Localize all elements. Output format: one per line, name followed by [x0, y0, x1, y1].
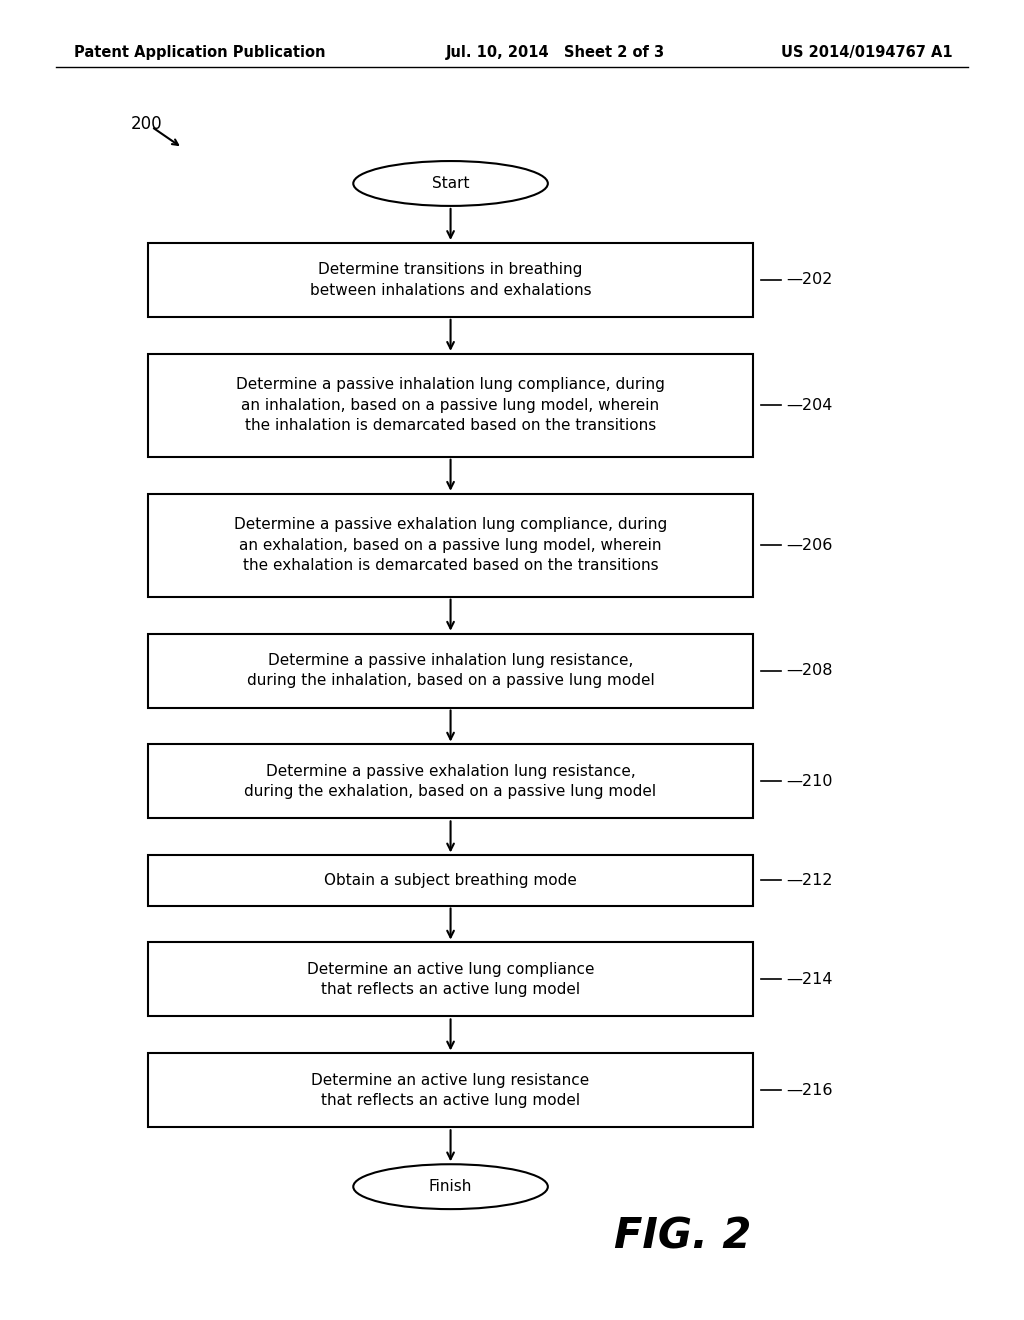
- Text: —216: —216: [786, 1082, 833, 1098]
- Text: Obtain a subject breathing mode: Obtain a subject breathing mode: [325, 873, 577, 888]
- Text: Determine a passive inhalation lung resistance,
during the inhalation, based on : Determine a passive inhalation lung resi…: [247, 653, 654, 688]
- Text: —202: —202: [786, 272, 833, 288]
- Text: Determine a passive exhalation lung compliance, during
an exhalation, based on a: Determine a passive exhalation lung comp…: [233, 517, 668, 573]
- Text: —206: —206: [786, 537, 833, 553]
- Text: Determine an active lung resistance
that reflects an active lung model: Determine an active lung resistance that…: [311, 1073, 590, 1107]
- Text: US 2014/0194767 A1: US 2014/0194767 A1: [780, 45, 952, 61]
- Ellipse shape: [353, 1164, 548, 1209]
- Text: Determine an active lung compliance
that reflects an active lung model: Determine an active lung compliance that…: [307, 962, 594, 997]
- Text: FIG. 2: FIG. 2: [614, 1216, 752, 1258]
- Text: Start: Start: [432, 176, 469, 191]
- FancyBboxPatch shape: [148, 942, 753, 1016]
- Text: Jul. 10, 2014   Sheet 2 of 3: Jul. 10, 2014 Sheet 2 of 3: [445, 45, 665, 61]
- Text: Finish: Finish: [429, 1179, 472, 1195]
- FancyBboxPatch shape: [148, 494, 753, 597]
- Text: Patent Application Publication: Patent Application Publication: [74, 45, 326, 61]
- Text: —204: —204: [786, 397, 833, 413]
- FancyBboxPatch shape: [148, 744, 753, 818]
- FancyBboxPatch shape: [148, 243, 753, 317]
- Text: —212: —212: [786, 873, 833, 888]
- Text: —208: —208: [786, 663, 833, 678]
- FancyBboxPatch shape: [148, 1053, 753, 1127]
- Text: Determine a passive inhalation lung compliance, during
an inhalation, based on a: Determine a passive inhalation lung comp…: [237, 378, 665, 433]
- Text: Determine a passive exhalation lung resistance,
during the exhalation, based on : Determine a passive exhalation lung resi…: [245, 764, 656, 799]
- Ellipse shape: [353, 161, 548, 206]
- FancyBboxPatch shape: [148, 634, 753, 708]
- Text: —214: —214: [786, 972, 833, 987]
- Text: 200: 200: [131, 115, 163, 133]
- FancyBboxPatch shape: [148, 354, 753, 457]
- Text: —210: —210: [786, 774, 833, 789]
- Text: Determine transitions in breathing
between inhalations and exhalations: Determine transitions in breathing betwe…: [309, 263, 592, 297]
- FancyBboxPatch shape: [148, 855, 753, 906]
